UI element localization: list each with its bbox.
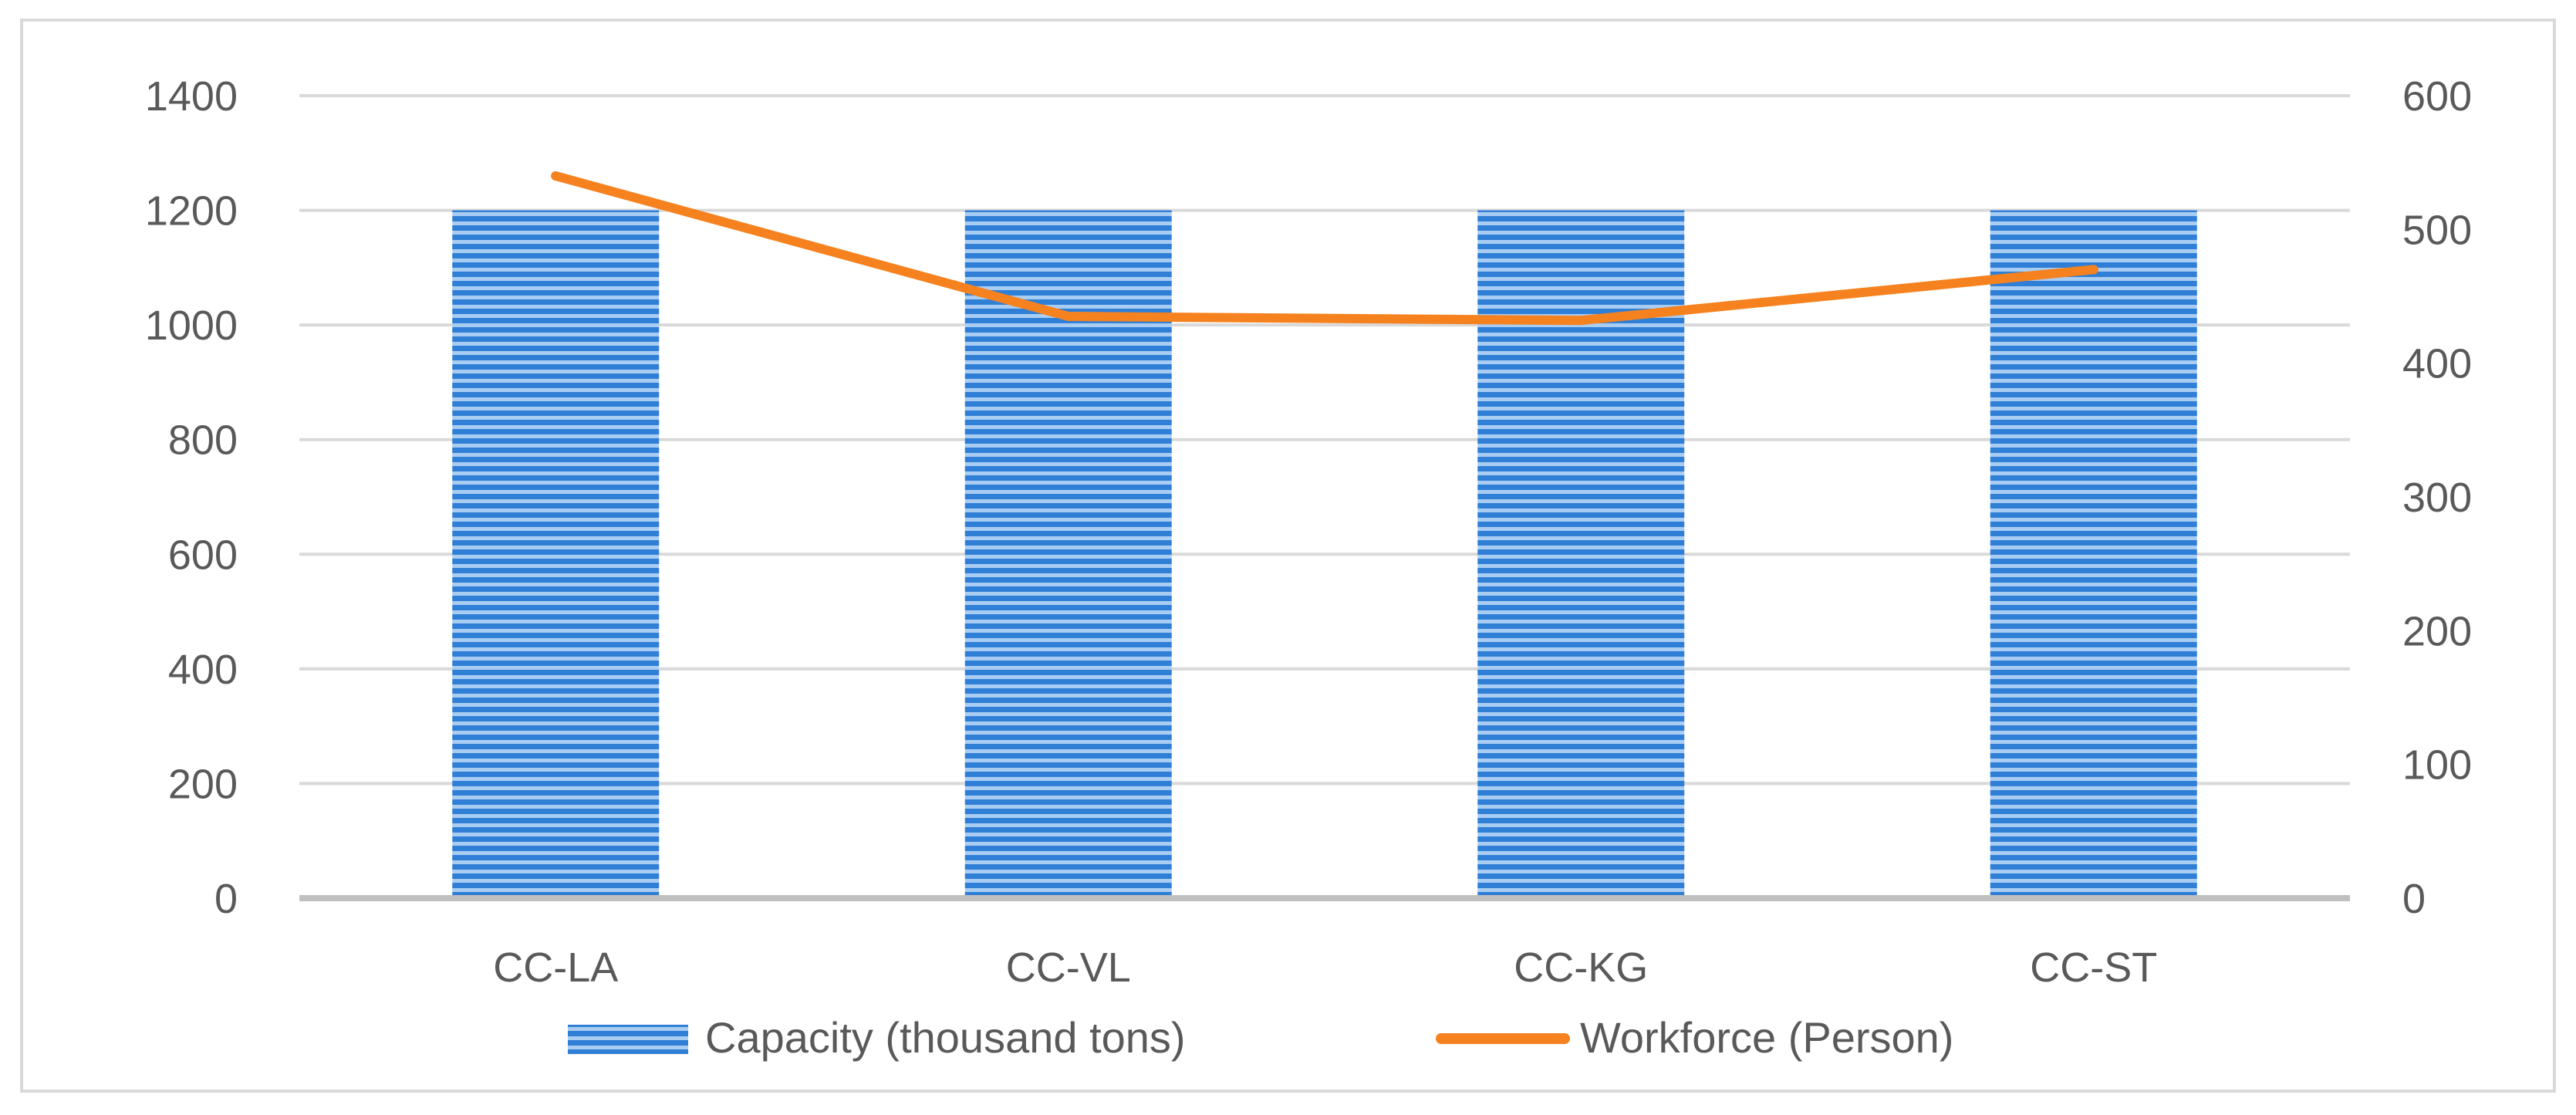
- right-axis-ticks: 0 100 200 300 400 500 600: [2402, 73, 2472, 922]
- bar-series: [452, 210, 2197, 898]
- workforce-point-cc-la: [551, 171, 561, 181]
- combo-chart: 0 200 400 600 800 1000 1200 1400 0 100 200 300 400 5…: [145, 73, 2472, 1062]
- x-tick-label: CC-VL: [1006, 944, 1131, 991]
- workforce-point-cc-st: [2088, 265, 2098, 275]
- chart-frame: 0 200 400 600 800 1000 1200 1400 0 100 200 300 400 5…: [20, 19, 2556, 1093]
- legend: Capacity (thousand tons) Workforce (Perso…: [568, 1013, 1953, 1062]
- left-tick-label: 1200: [145, 188, 238, 235]
- left-tick-label: 800: [168, 417, 238, 464]
- left-tick-label: 600: [168, 532, 238, 578]
- left-tick-label: 0: [214, 876, 238, 922]
- left-tick-label: 1000: [145, 302, 238, 349]
- legend-swatch-capacity: [568, 1025, 688, 1054]
- right-tick-label: 500: [2402, 207, 2472, 253]
- right-tick-label: 600: [2402, 73, 2472, 120]
- bar-cc-st: [1990, 210, 2197, 898]
- workforce-point-cc-kg: [1576, 316, 1586, 326]
- line-series: [551, 171, 2098, 326]
- x-tick-label: CC-LA: [493, 944, 618, 991]
- right-tick-label: 400: [2402, 341, 2472, 387]
- right-tick-label: 200: [2402, 608, 2472, 654]
- left-axis-ticks: 0 200 400 600 800 1000 1200 1400: [145, 73, 238, 922]
- x-tick-label: CC-KG: [1514, 944, 1648, 991]
- workforce-point-cc-vl: [1063, 312, 1073, 321]
- x-tick-label: CC-ST: [2030, 944, 2157, 991]
- bar-cc-vl: [964, 210, 1172, 898]
- legend-label-capacity: Capacity (thousand tons): [705, 1013, 1186, 1062]
- left-tick-label: 400: [168, 647, 238, 693]
- left-tick-label: 1400: [145, 73, 238, 120]
- right-tick-label: 100: [2402, 742, 2472, 789]
- legend-label-workforce: Workforce (Person): [1580, 1013, 1953, 1062]
- right-tick-label: 300: [2402, 475, 2472, 521]
- workforce-line: [551, 171, 2098, 326]
- left-tick-label: 200: [168, 761, 238, 807]
- x-axis-ticks: CC-LA CC-VL CC-KG CC-ST: [493, 944, 2157, 991]
- bar-cc-la: [452, 210, 660, 898]
- right-tick-label: 0: [2402, 876, 2426, 922]
